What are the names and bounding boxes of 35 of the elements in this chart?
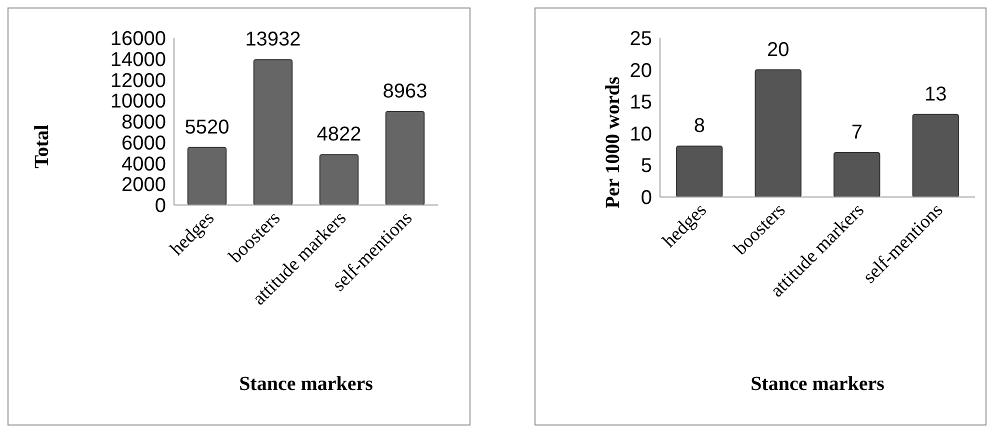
y-tick-label: 16000 — [110, 28, 166, 50]
bar — [187, 146, 227, 206]
y-axis-title: Per 1000 words — [602, 76, 624, 208]
data-label: 13932 — [245, 28, 301, 51]
y-tick-label: 4000 — [122, 153, 166, 176]
x-axis-title: Stance markers — [239, 373, 374, 395]
y-tick-label: 10000 — [110, 90, 166, 113]
bar — [253, 59, 293, 206]
y-tick-label: 12000 — [110, 70, 166, 92]
data-label: 5520 — [184, 116, 230, 138]
y-tick-label: 0 — [640, 187, 652, 209]
data-label: 13 — [924, 83, 947, 106]
y-tick-label: 8000 — [122, 112, 166, 134]
bar — [385, 110, 425, 206]
y-axis-title: Total — [31, 124, 53, 168]
y-tick-label: 5 — [640, 155, 652, 178]
bar — [912, 114, 959, 198]
y-tick-label: 6000 — [122, 132, 166, 154]
y-tick-label: 20 — [630, 60, 652, 82]
y-tick-label: 14000 — [110, 48, 166, 71]
y-tick-label: 0 — [154, 195, 166, 217]
bar — [319, 154, 359, 206]
bar — [754, 69, 802, 198]
bar — [676, 146, 723, 198]
y-tick-label: 15 — [630, 92, 652, 114]
bar — [834, 152, 880, 198]
x-axis-title: Stance markers — [750, 373, 885, 395]
data-label: 8 — [694, 115, 705, 138]
y-tick-label: 10 — [630, 123, 652, 146]
data-label: 20 — [767, 38, 790, 61]
data-label: 8963 — [382, 80, 428, 102]
y-tick-label: 2000 — [122, 174, 166, 196]
y-tick-label: 25 — [630, 28, 652, 50]
data-label: 4822 — [316, 124, 362, 146]
data-label: 7 — [851, 121, 862, 144]
